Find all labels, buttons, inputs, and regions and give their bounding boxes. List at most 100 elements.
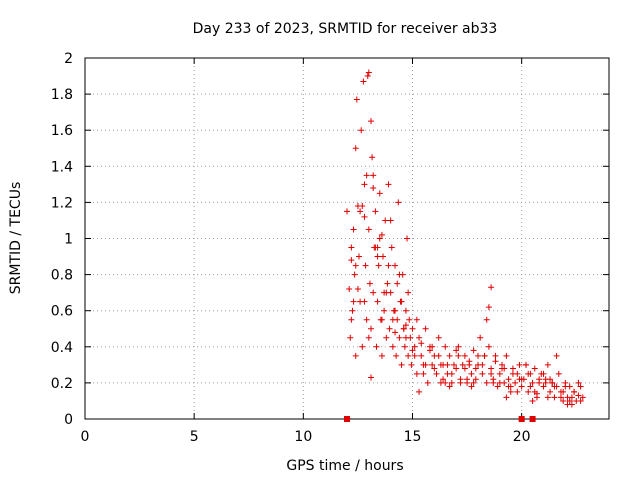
data-point	[450, 361, 457, 368]
data-point	[461, 365, 468, 372]
data-point	[475, 352, 481, 359]
data-point	[440, 376, 447, 383]
data-point	[361, 298, 368, 305]
data-point	[400, 325, 407, 332]
x-tick-label: 10	[294, 429, 312, 445]
data-point	[470, 379, 477, 386]
data-point	[485, 343, 492, 350]
data-points	[344, 69, 586, 422]
data-point	[402, 322, 409, 329]
data-point	[361, 213, 368, 220]
data-point	[466, 358, 473, 365]
data-point	[411, 343, 418, 350]
x-axis-title: GPS time / hours	[286, 458, 403, 474]
data-point	[437, 361, 444, 368]
data-point	[525, 388, 532, 395]
data-point	[363, 316, 370, 323]
data-point	[395, 199, 402, 206]
data-point	[560, 388, 567, 395]
data-point	[435, 352, 442, 359]
data-point-zero	[529, 416, 536, 422]
data-point	[398, 298, 405, 305]
data-point	[455, 352, 462, 359]
data-point	[496, 379, 503, 386]
data-point	[470, 347, 477, 354]
data-point	[347, 334, 354, 341]
axis-ticks	[84, 57, 609, 420]
data-point	[518, 383, 525, 390]
y-axis-title: SRMTID / TECUs	[8, 182, 24, 295]
data-point	[468, 383, 475, 390]
data-point	[381, 307, 388, 314]
y-tick-label: 0.4	[51, 340, 73, 356]
data-point	[385, 181, 392, 188]
data-point	[370, 289, 377, 296]
data-point	[392, 307, 399, 314]
data-point	[365, 334, 372, 341]
y-tick-label: 0	[64, 412, 73, 428]
data-point	[344, 208, 350, 215]
data-point	[401, 343, 408, 350]
data-point	[553, 352, 560, 359]
data-point	[579, 394, 586, 401]
data-point	[383, 334, 390, 341]
data-point	[544, 394, 551, 401]
data-point	[483, 379, 490, 386]
data-point	[533, 390, 540, 397]
data-point	[435, 334, 442, 341]
data-point	[374, 244, 381, 251]
y-tick-label: 2	[64, 51, 73, 67]
data-point	[378, 231, 385, 238]
data-point-zero	[518, 416, 525, 422]
data-point	[507, 388, 514, 395]
data-point	[372, 208, 379, 215]
x-tick-label: 15	[404, 429, 422, 445]
y-tick-label: 0.8	[51, 268, 73, 284]
data-point	[551, 394, 558, 401]
data-point	[571, 388, 578, 395]
y-tick-labels: 0 0.2 0.4 0.6 0.8 1 1.2 1.4 1.6 1.8 2	[51, 51, 73, 428]
data-point	[378, 352, 385, 359]
data-point	[536, 376, 543, 383]
data-point	[389, 343, 396, 350]
data-point	[433, 370, 440, 377]
data-point	[472, 365, 479, 372]
data-point	[360, 78, 367, 85]
data-point	[418, 352, 425, 359]
data-point	[496, 370, 503, 377]
data-point	[560, 397, 567, 404]
data-point	[453, 365, 460, 372]
data-point	[492, 352, 499, 359]
data-point	[516, 361, 523, 368]
data-point	[472, 376, 479, 383]
data-point	[348, 244, 355, 251]
y-tick-label: 1.2	[51, 195, 73, 211]
data-point	[551, 383, 558, 390]
y-tick-label: 1.6	[51, 123, 73, 139]
data-point	[409, 347, 416, 354]
data-point	[459, 361, 466, 368]
data-point	[416, 388, 423, 395]
data-point	[363, 172, 370, 179]
data-point	[529, 397, 536, 404]
data-point	[547, 388, 554, 395]
data-point	[503, 352, 510, 359]
data-point	[365, 226, 372, 233]
data-point	[503, 394, 510, 401]
data-point	[382, 217, 389, 224]
data-point	[352, 262, 359, 269]
data-point	[531, 365, 538, 372]
data-point	[392, 329, 399, 336]
data-point	[393, 352, 400, 359]
data-point	[429, 361, 436, 368]
data-point	[479, 361, 486, 368]
data-point	[566, 397, 573, 404]
data-point-zero	[344, 416, 350, 422]
data-point	[481, 352, 488, 359]
data-point	[488, 365, 495, 372]
data-point	[380, 253, 387, 260]
data-point	[350, 298, 357, 305]
data-point	[540, 383, 547, 390]
data-point	[542, 379, 549, 386]
